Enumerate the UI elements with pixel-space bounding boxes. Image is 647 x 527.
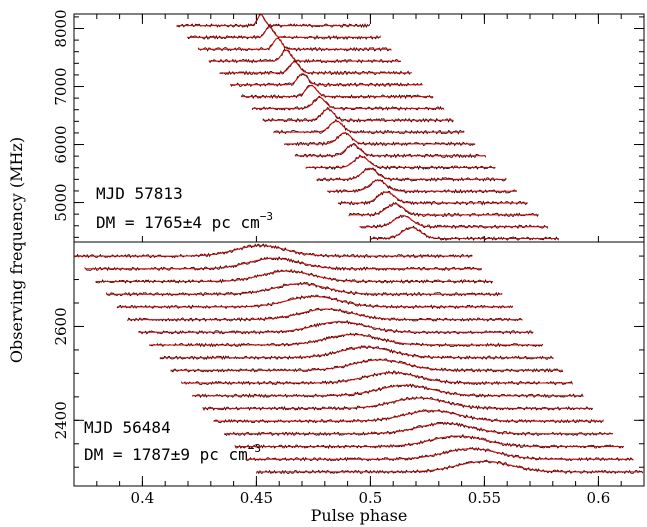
bottom-channel-data-14 [105,281,503,297]
bottom-channel-model-6 [192,384,584,397]
bottom-channel-model-12 [127,308,523,321]
bottom-channel-model-9 [159,346,554,359]
bottom-channel-model-3 [224,422,613,435]
bottom-channel-model-17 [74,245,473,257]
top-channel-data-16 [197,37,392,52]
x-tick-label-1: 0.45 [240,489,273,507]
top-channel-model-3 [338,191,528,204]
top-channel-model-6 [305,155,496,168]
top-channel-model-15 [208,49,401,62]
bottom-channel-data-9 [159,345,554,361]
bottom-channel-model-13 [116,295,513,308]
bottom-y-tick-label-0: 2400 [52,401,70,439]
top-y-tick-label-1: 6000 [52,125,70,163]
top-y-tick-label-3: 8000 [52,9,70,47]
top-channel-data-3 [337,190,528,206]
bottom-channel-model-4 [213,410,604,422]
bottom-annotation-dm-exponent: −3 [248,442,261,455]
top-channel-model-1 [359,215,548,228]
bottom-channel-model-16 [84,257,482,270]
top-annotation-dm: DM = 1765±4 pc cm−3 [96,210,273,232]
top-channel-model-12 [241,84,434,98]
bottom-channel-model-2 [234,435,624,447]
top-channel-model-18 [176,14,370,27]
bottom-channel-model-5 [202,397,593,409]
x-tick-label-2: 0.5 [358,489,382,507]
bottom-channel-model-11 [138,321,534,333]
x-tick-label-0: 0.4 [130,489,154,507]
bottom-channel-model-10 [149,334,543,346]
x-axis-title: Pulse phase [311,506,408,525]
top-channel-model-8 [284,132,476,145]
plot-frame [73,13,645,487]
top-channel-model-4 [327,179,517,192]
bottom-channel-model-0 [256,460,643,473]
bottom-channel-model-15 [95,270,493,282]
bottom-channel-model-7 [181,372,573,384]
top-y-tick-label-0: 5000 [52,183,70,221]
y-axis-title: Observing frequency (MHz) [7,137,26,363]
top-channel-model-9 [273,120,465,133]
bottom-channel-model-14 [106,283,503,295]
bottom-annotation-dm-text: DM = 1787±9 pc cm [84,445,248,464]
top-y-tick-label-2: 7000 [52,67,70,105]
top-annotation-dm-text: DM = 1765±4 pc cm [96,213,260,232]
bottom-channel-data-1 [245,447,634,462]
bottom-channel-data-17 [73,243,473,259]
bottom-channel-model-1 [245,448,634,460]
top-channel-model-13 [230,73,423,86]
top-channel-model-7 [295,144,486,157]
top-channel-model-16 [198,37,392,50]
bottom-annotation-mjd: MJD 56484 [84,418,171,437]
top-channel-model-2 [348,203,539,216]
bottom-y-tick-label-1: 2600 [52,307,70,345]
top-channel-model-5 [316,167,507,180]
bottom-annotation-dm: DM = 1787±9 pc cm−3 [84,442,261,464]
top-channel-model-10 [262,108,454,121]
top-channel-model-14 [219,61,412,74]
bottom-channel-model-8 [170,359,563,371]
x-tick-label-4: 0.6 [586,489,610,507]
x-tick-label-3: 0.55 [468,489,501,507]
top-channel-data-4 [327,179,518,194]
top-annotation-dm-exponent: −3 [260,210,273,223]
top-channel-model-17 [187,25,381,38]
top-annotation-mjd: MJD 57813 [96,184,183,203]
top-channel-model-0 [370,227,559,239]
top-channel-model-11 [252,96,444,109]
